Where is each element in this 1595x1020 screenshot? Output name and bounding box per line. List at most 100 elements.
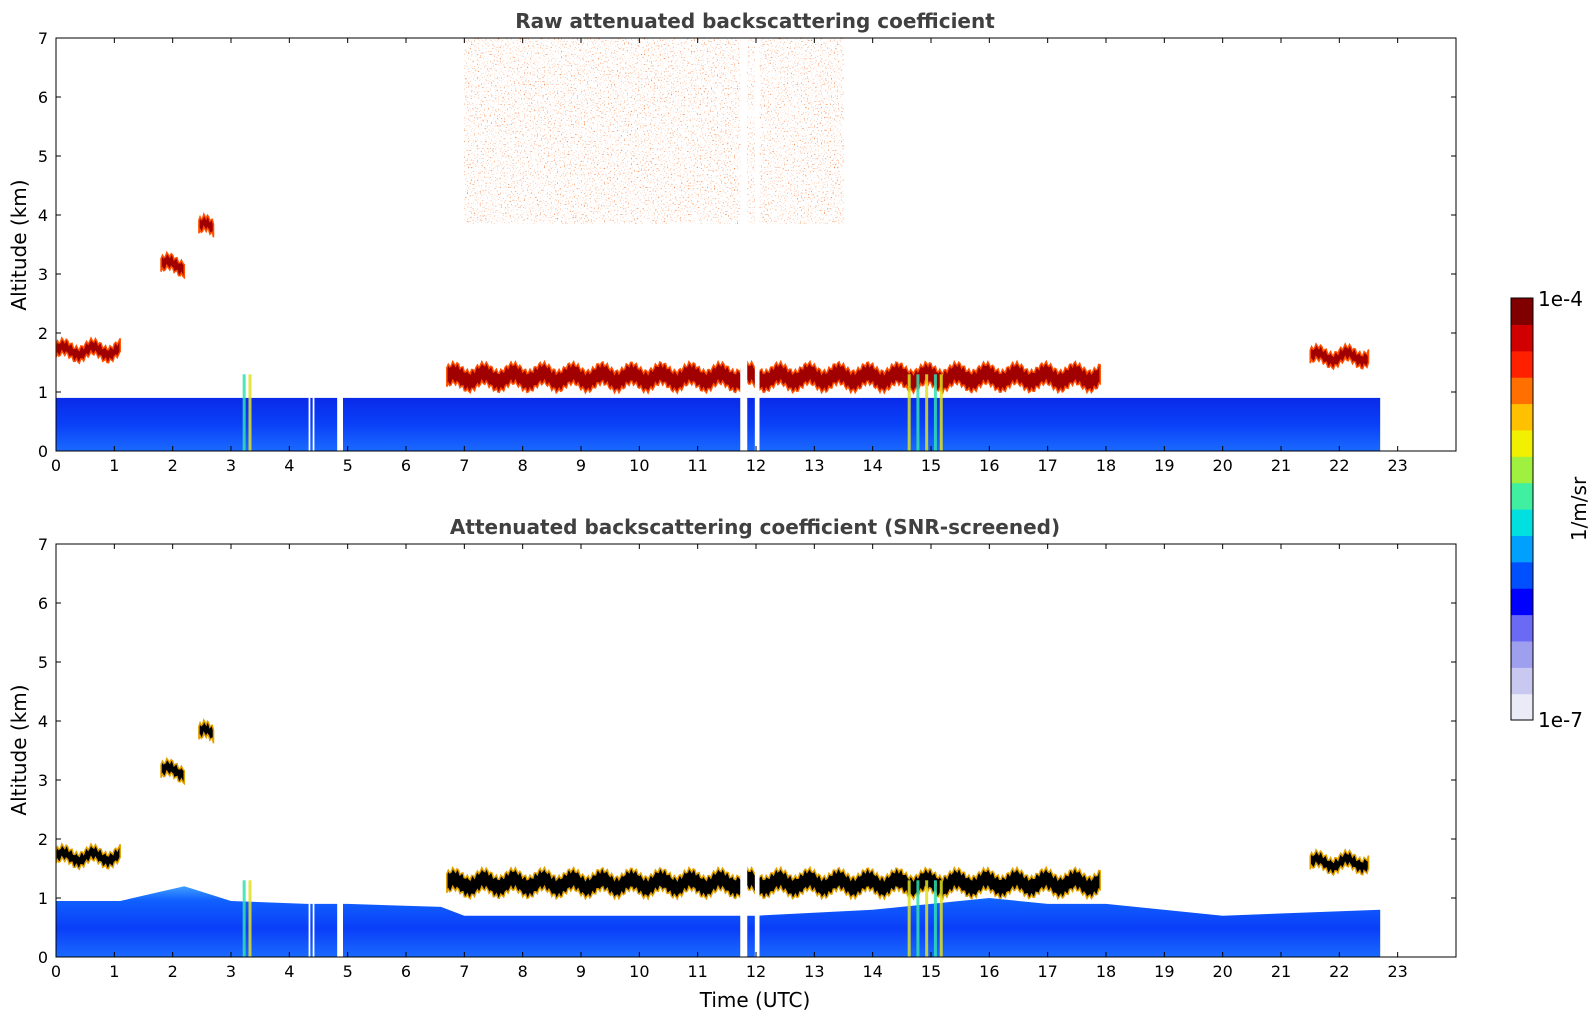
x-tick-label: 5 — [343, 456, 353, 475]
x-tick-label: 14 — [862, 456, 882, 475]
x-tick-label: 12 — [746, 456, 766, 475]
panel-screened-heatmap — [56, 544, 1381, 957]
cloud-cloud — [56, 336, 121, 365]
x-tick-label: 19 — [1154, 962, 1174, 981]
x-tick-label: 4 — [284, 962, 294, 981]
x-tick-label: 3 — [226, 456, 236, 475]
colorbar-scale — [1511, 298, 1533, 721]
fall-streak — [925, 374, 929, 451]
x-tick-label: 3 — [226, 962, 236, 981]
colorbar-frame — [1510, 297, 1534, 721]
x-tick-label: 10 — [629, 962, 649, 981]
data-gap — [754, 38, 760, 451]
colorbar-step — [1511, 456, 1533, 484]
x-tick-label: 11 — [687, 962, 707, 981]
x-tick-label: 17 — [1037, 456, 1057, 475]
colorbar-step — [1511, 403, 1533, 431]
x-tick-label: 18 — [1096, 456, 1116, 475]
cloud-cloud — [198, 212, 215, 238]
colorbar-unit-label: 1/m/sr — [1567, 476, 1591, 541]
fall-streak — [907, 374, 911, 451]
colorbar: 1e-4 1e-7 1/m/sr — [1510, 287, 1591, 732]
colorbar-step — [1511, 640, 1533, 668]
x-tick-label: 23 — [1387, 456, 1407, 475]
colorbar-step — [1511, 693, 1533, 721]
fall-streak — [925, 880, 929, 957]
x-tick-label: 23 — [1387, 962, 1407, 981]
x-tick-label: 16 — [979, 962, 999, 981]
data-gap — [740, 544, 748, 957]
x-tick-label: 19 — [1154, 456, 1174, 475]
fall-streak — [933, 374, 937, 451]
x-tick-label: 9 — [576, 962, 586, 981]
fall-streak — [916, 374, 920, 451]
x-tick-label: 1 — [109, 456, 119, 475]
x-tick-label: 21 — [1271, 962, 1291, 981]
panel-screened-ylabel: Altitude (km) — [7, 684, 31, 815]
panel-screened: Attenuated backscattering coefficient (S… — [7, 515, 1457, 1012]
x-tick-label: 2 — [168, 456, 178, 475]
x-tick-label: 8 — [518, 962, 528, 981]
panel-raw-heatmap — [56, 38, 1381, 451]
x-tick-label: 15 — [921, 962, 941, 981]
cloud-cloud — [1309, 848, 1370, 877]
x-tick-label: 5 — [343, 962, 353, 981]
x-tick-label: 12 — [746, 962, 766, 981]
colorbar-step — [1511, 324, 1533, 352]
x-tick-label: 9 — [576, 456, 586, 475]
fall-streak — [939, 880, 943, 957]
y-tick-label: 4 — [38, 712, 48, 731]
x-tick-label: 20 — [1212, 962, 1232, 981]
colorbar-step — [1511, 509, 1533, 536]
y-tick-label: 1 — [38, 383, 48, 402]
data-gap — [337, 38, 343, 451]
panel-raw: Raw attenuated backscattering coefficien… — [7, 9, 1457, 475]
x-tick-label: 20 — [1212, 456, 1232, 475]
fall-streak — [242, 374, 246, 451]
colorbar-step — [1511, 482, 1533, 510]
colorbar-step — [1511, 350, 1533, 378]
colorbar-step — [1511, 298, 1533, 325]
screened-boundary-layer — [56, 886, 1381, 957]
x-tick-label: 11 — [687, 456, 707, 475]
y-tick-label: 6 — [38, 88, 48, 107]
colorbar-step — [1511, 429, 1533, 457]
raw-boundary-layer — [56, 397, 1381, 451]
data-gap — [312, 544, 315, 957]
x-tick-label: 7 — [459, 962, 469, 981]
colorbar-step — [1511, 588, 1533, 616]
fall-streak — [248, 374, 252, 451]
x-tick-label: 13 — [804, 962, 824, 981]
y-tick-label: 3 — [38, 265, 48, 284]
x-tick-label: 10 — [629, 456, 649, 475]
cloud-cloud — [160, 756, 186, 786]
colorbar-max-label: 1e-4 — [1538, 287, 1583, 311]
x-tick-label: 6 — [401, 456, 411, 475]
cloud-cloud — [160, 250, 186, 280]
x-tick-label: 8 — [518, 456, 528, 475]
data-gap — [308, 38, 311, 451]
x-tick-label: 7 — [459, 456, 469, 475]
y-tick-label: 0 — [38, 442, 48, 461]
x-tick-label: 14 — [862, 962, 882, 981]
colorbar-step — [1511, 377, 1533, 405]
data-gap — [308, 544, 311, 957]
x-tick-label: 4 — [284, 456, 294, 475]
fall-streak — [939, 374, 943, 451]
fall-streak — [916, 880, 920, 957]
panel-screened-title: Attenuated backscattering coefficient (S… — [450, 515, 1060, 539]
x-tick-label: 21 — [1271, 456, 1291, 475]
cloud-cloud — [198, 718, 215, 744]
colorbar-step — [1511, 535, 1533, 563]
fall-streak — [242, 880, 246, 957]
y-tick-label: 1 — [38, 889, 48, 908]
data-gap — [754, 544, 760, 957]
x-tick-label: 22 — [1329, 962, 1349, 981]
cloud-cloud — [1309, 342, 1370, 371]
y-tick-label: 3 — [38, 771, 48, 790]
x-tick-label: 2 — [168, 962, 178, 981]
panel-raw-ylabel: Altitude (km) — [7, 179, 31, 310]
fall-streak — [907, 880, 911, 957]
x-tick-label: 18 — [1096, 962, 1116, 981]
